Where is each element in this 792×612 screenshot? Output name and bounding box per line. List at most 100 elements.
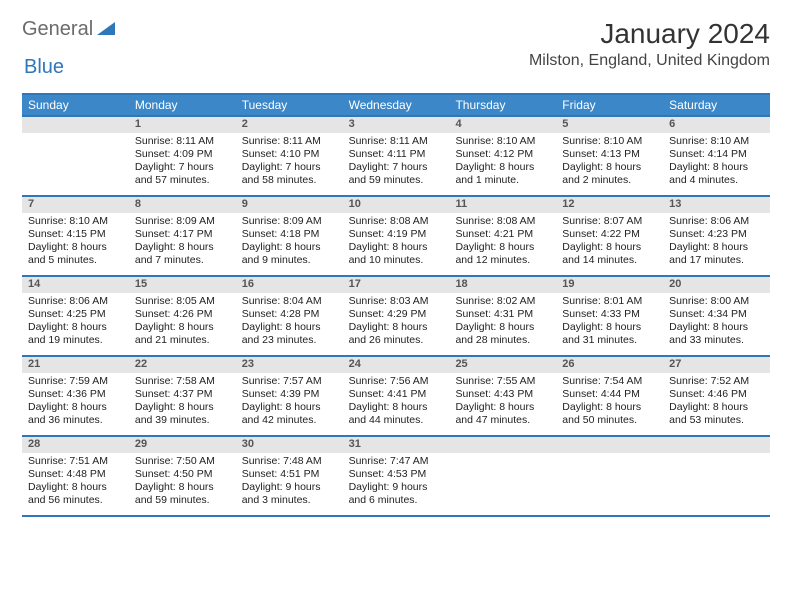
sunset-text: Sunset: 4:37 PM xyxy=(135,388,230,401)
daylight-text: Daylight: 8 hours and 28 minutes. xyxy=(455,321,550,347)
day-header: Wednesday xyxy=(343,95,450,115)
day-cell: 2Sunrise: 8:11 AMSunset: 4:10 PMDaylight… xyxy=(236,117,343,195)
sunrise-text: Sunrise: 8:11 AM xyxy=(242,135,337,148)
day-number: 6 xyxy=(663,117,770,133)
day-number: 5 xyxy=(556,117,663,133)
day-cell: 4Sunrise: 8:10 AMSunset: 4:12 PMDaylight… xyxy=(449,117,556,195)
sunset-text: Sunset: 4:28 PM xyxy=(242,308,337,321)
sunrise-text: Sunrise: 8:04 AM xyxy=(242,295,337,308)
sunrise-text: Sunrise: 8:11 AM xyxy=(349,135,444,148)
day-body: Sunrise: 8:06 AMSunset: 4:25 PMDaylight:… xyxy=(22,293,129,352)
day-body: Sunrise: 8:11 AMSunset: 4:10 PMDaylight:… xyxy=(236,133,343,192)
day-number: 17 xyxy=(343,277,450,293)
sunset-text: Sunset: 4:18 PM xyxy=(242,228,337,241)
day-cell: 31Sunrise: 7:47 AMSunset: 4:53 PMDayligh… xyxy=(343,437,450,515)
day-cell: 5Sunrise: 8:10 AMSunset: 4:13 PMDaylight… xyxy=(556,117,663,195)
day-header: Thursday xyxy=(449,95,556,115)
daylight-text: Daylight: 8 hours and 17 minutes. xyxy=(669,241,764,267)
day-body: Sunrise: 8:03 AMSunset: 4:29 PMDaylight:… xyxy=(343,293,450,352)
daylight-text: Daylight: 8 hours and 42 minutes. xyxy=(242,401,337,427)
day-body: Sunrise: 8:08 AMSunset: 4:21 PMDaylight:… xyxy=(449,213,556,272)
day-cell: 9Sunrise: 8:09 AMSunset: 4:18 PMDaylight… xyxy=(236,197,343,275)
day-number: 13 xyxy=(663,197,770,213)
sunset-text: Sunset: 4:11 PM xyxy=(349,148,444,161)
daylight-text: Daylight: 8 hours and 33 minutes. xyxy=(669,321,764,347)
day-body xyxy=(22,133,129,139)
day-number: 28 xyxy=(22,437,129,453)
day-body: Sunrise: 8:10 AMSunset: 4:13 PMDaylight:… xyxy=(556,133,663,192)
day-number xyxy=(22,117,129,133)
daylight-text: Daylight: 8 hours and 21 minutes. xyxy=(135,321,230,347)
sunrise-text: Sunrise: 8:08 AM xyxy=(455,215,550,228)
day-body: Sunrise: 8:09 AMSunset: 4:17 PMDaylight:… xyxy=(129,213,236,272)
day-cell xyxy=(556,437,663,515)
day-header: Monday xyxy=(129,95,236,115)
sunset-text: Sunset: 4:36 PM xyxy=(28,388,123,401)
day-number: 16 xyxy=(236,277,343,293)
day-body: Sunrise: 7:51 AMSunset: 4:48 PMDaylight:… xyxy=(22,453,129,512)
day-body xyxy=(449,453,556,459)
week-row: 21Sunrise: 7:59 AMSunset: 4:36 PMDayligh… xyxy=(22,357,770,437)
sunrise-text: Sunrise: 8:06 AM xyxy=(669,215,764,228)
day-cell: 28Sunrise: 7:51 AMSunset: 4:48 PMDayligh… xyxy=(22,437,129,515)
sunrise-text: Sunrise: 7:59 AM xyxy=(28,375,123,388)
day-header: Friday xyxy=(556,95,663,115)
day-number: 4 xyxy=(449,117,556,133)
day-cell xyxy=(22,117,129,195)
day-body: Sunrise: 7:58 AMSunset: 4:37 PMDaylight:… xyxy=(129,373,236,432)
day-body: Sunrise: 8:08 AMSunset: 4:19 PMDaylight:… xyxy=(343,213,450,272)
daylight-text: Daylight: 8 hours and 4 minutes. xyxy=(669,161,764,187)
day-body: Sunrise: 7:54 AMSunset: 4:44 PMDaylight:… xyxy=(556,373,663,432)
day-cell: 10Sunrise: 8:08 AMSunset: 4:19 PMDayligh… xyxy=(343,197,450,275)
day-body: Sunrise: 7:52 AMSunset: 4:46 PMDaylight:… xyxy=(663,373,770,432)
sunrise-text: Sunrise: 8:10 AM xyxy=(669,135,764,148)
day-body: Sunrise: 8:00 AMSunset: 4:34 PMDaylight:… xyxy=(663,293,770,352)
day-number: 25 xyxy=(449,357,556,373)
daylight-text: Daylight: 8 hours and 26 minutes. xyxy=(349,321,444,347)
sunset-text: Sunset: 4:50 PM xyxy=(135,468,230,481)
day-cell: 18Sunrise: 8:02 AMSunset: 4:31 PMDayligh… xyxy=(449,277,556,355)
sunrise-text: Sunrise: 7:58 AM xyxy=(135,375,230,388)
day-cell xyxy=(663,437,770,515)
sunrise-text: Sunrise: 8:09 AM xyxy=(135,215,230,228)
day-number: 12 xyxy=(556,197,663,213)
sunset-text: Sunset: 4:26 PM xyxy=(135,308,230,321)
day-body: Sunrise: 8:10 AMSunset: 4:15 PMDaylight:… xyxy=(22,213,129,272)
sunset-text: Sunset: 4:12 PM xyxy=(455,148,550,161)
sunset-text: Sunset: 4:48 PM xyxy=(28,468,123,481)
week-row: 14Sunrise: 8:06 AMSunset: 4:25 PMDayligh… xyxy=(22,277,770,357)
day-cell: 13Sunrise: 8:06 AMSunset: 4:23 PMDayligh… xyxy=(663,197,770,275)
sunset-text: Sunset: 4:10 PM xyxy=(242,148,337,161)
day-body: Sunrise: 8:11 AMSunset: 4:11 PMDaylight:… xyxy=(343,133,450,192)
day-body: Sunrise: 8:07 AMSunset: 4:22 PMDaylight:… xyxy=(556,213,663,272)
day-cell: 29Sunrise: 7:50 AMSunset: 4:50 PMDayligh… xyxy=(129,437,236,515)
day-body: Sunrise: 7:59 AMSunset: 4:36 PMDaylight:… xyxy=(22,373,129,432)
daylight-text: Daylight: 8 hours and 10 minutes. xyxy=(349,241,444,267)
day-cell: 23Sunrise: 7:57 AMSunset: 4:39 PMDayligh… xyxy=(236,357,343,435)
sunset-text: Sunset: 4:13 PM xyxy=(562,148,657,161)
daylight-text: Daylight: 8 hours and 47 minutes. xyxy=(455,401,550,427)
sunrise-text: Sunrise: 8:09 AM xyxy=(242,215,337,228)
sunset-text: Sunset: 4:46 PM xyxy=(669,388,764,401)
daylight-text: Daylight: 8 hours and 5 minutes. xyxy=(28,241,123,267)
day-cell: 19Sunrise: 8:01 AMSunset: 4:33 PMDayligh… xyxy=(556,277,663,355)
daylight-text: Daylight: 8 hours and 50 minutes. xyxy=(562,401,657,427)
sunset-text: Sunset: 4:31 PM xyxy=(455,308,550,321)
day-cell: 26Sunrise: 7:54 AMSunset: 4:44 PMDayligh… xyxy=(556,357,663,435)
sunset-text: Sunset: 4:51 PM xyxy=(242,468,337,481)
day-cell: 8Sunrise: 8:09 AMSunset: 4:17 PMDaylight… xyxy=(129,197,236,275)
day-body: Sunrise: 8:10 AMSunset: 4:14 PMDaylight:… xyxy=(663,133,770,192)
location-text: Milston, England, United Kingdom xyxy=(529,52,770,70)
day-header-row: Sunday Monday Tuesday Wednesday Thursday… xyxy=(22,93,770,117)
day-number: 10 xyxy=(343,197,450,213)
sunset-text: Sunset: 4:25 PM xyxy=(28,308,123,321)
day-cell: 20Sunrise: 8:00 AMSunset: 4:34 PMDayligh… xyxy=(663,277,770,355)
week-row: 7Sunrise: 8:10 AMSunset: 4:15 PMDaylight… xyxy=(22,197,770,277)
sunrise-text: Sunrise: 7:47 AM xyxy=(349,455,444,468)
sunset-text: Sunset: 4:39 PM xyxy=(242,388,337,401)
daylight-text: Daylight: 8 hours and 1 minute. xyxy=(455,161,550,187)
week-row: 1Sunrise: 8:11 AMSunset: 4:09 PMDaylight… xyxy=(22,117,770,197)
brand-word1: General xyxy=(22,18,93,41)
title-block: January 2024 Milston, England, United Ki… xyxy=(529,18,770,70)
sunset-text: Sunset: 4:43 PM xyxy=(455,388,550,401)
